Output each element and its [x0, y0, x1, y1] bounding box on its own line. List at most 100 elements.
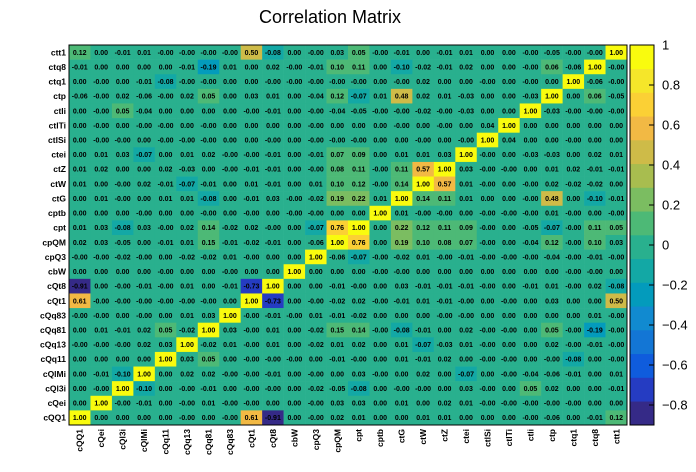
- heatmap-cell: [111, 308, 134, 323]
- heatmap-cell: [412, 366, 435, 382]
- cell-value-label: -0.00: [308, 415, 324, 422]
- heatmap-cell: [176, 118, 199, 133]
- heatmap-cell: [476, 366, 499, 382]
- cell-value-label: 0.10: [588, 240, 602, 247]
- heatmap-cell: [455, 74, 478, 90]
- cell-value-label: 0.00: [180, 211, 194, 218]
- heatmap-cell: [111, 395, 134, 411]
- cell-value-label: 0.00: [73, 357, 87, 364]
- heatmap-cell: [412, 308, 435, 323]
- cell-value-label: 0.00: [588, 386, 602, 393]
- heatmap-cell: [133, 322, 156, 338]
- cell-value-label: 0.03: [116, 152, 130, 159]
- heatmap-cell: [605, 59, 628, 75]
- x-tick-label: cQl3i: [118, 429, 128, 450]
- heatmap-cell: [69, 366, 91, 382]
- cell-value-label: 0.00: [159, 415, 173, 422]
- cell-value-label: -0.00: [158, 50, 174, 57]
- cell-value-label: 0.02: [438, 401, 452, 408]
- cell-value-label: 0.22: [352, 196, 366, 203]
- cell-value-label: -0.00: [501, 401, 517, 408]
- cell-value-label: 0.00: [159, 108, 173, 115]
- heatmap-cell: [240, 351, 263, 367]
- heatmap-cell: [262, 278, 284, 294]
- cell-value-label: 0.00: [94, 415, 108, 422]
- cell-value-label: 0.00: [245, 79, 259, 86]
- heatmap-cell: [519, 147, 542, 163]
- heatmap-cell: [348, 118, 370, 133]
- cell-value-label: 0.00: [502, 240, 516, 247]
- heatmap-cell: [69, 118, 91, 133]
- colorbar-segment: [630, 211, 654, 236]
- x-tick-label: cQei: [96, 429, 106, 447]
- heatmap-cell: [562, 132, 585, 148]
- cell-value-label: 0.00: [438, 269, 452, 276]
- cell-value-label: 0.61: [73, 298, 87, 305]
- cell-value-label: -0.01: [265, 167, 281, 174]
- cell-value-label: 0.00: [223, 211, 237, 218]
- cell-value-label: -0.19: [587, 328, 603, 335]
- cell-value-label: 0.00: [137, 196, 151, 203]
- heatmap-cell: [476, 322, 499, 338]
- heatmap-cell: [69, 147, 91, 163]
- cell-value-label: -0.00: [544, 357, 560, 364]
- cell-value-label: 0.09: [459, 225, 473, 232]
- heatmap-cell: [348, 103, 370, 119]
- heatmap-cell: [584, 410, 606, 426]
- cell-value-label: 0.00: [137, 357, 151, 364]
- cell-value-label: -0.00: [243, 386, 259, 393]
- cell-value-label: -0.01: [201, 386, 217, 393]
- cell-value-label: 0.00: [373, 240, 387, 247]
- heatmap-cell: [584, 381, 606, 397]
- heatmap-cell: [219, 249, 241, 265]
- cell-value-label: 1.00: [395, 196, 409, 203]
- cell-value-label: -0.00: [394, 123, 410, 130]
- cell-value-label: 0.00: [73, 371, 87, 378]
- heatmap-cell: [541, 395, 563, 411]
- cell-value-label: 0.05: [524, 386, 538, 393]
- heatmap-cell: [562, 205, 585, 221]
- cell-value-label: 0.00: [459, 415, 473, 422]
- heatmap-cell: [433, 176, 456, 192]
- cell-value-label: -0.08: [115, 225, 131, 232]
- heatmap-cell: [240, 264, 263, 280]
- cell-value-label: 0.14: [202, 225, 216, 232]
- cell-value-label: -0.00: [522, 50, 538, 57]
- heatmap-cell: [519, 103, 542, 119]
- cell-value-label: 1.00: [459, 152, 473, 159]
- heatmap-cell: [197, 118, 220, 133]
- colorbar-segment: [630, 163, 654, 188]
- cell-value-label: -0.00: [565, 401, 581, 408]
- heatmap-cell: [133, 132, 156, 148]
- cell-value-label: 1.00: [116, 386, 130, 393]
- cell-value-label: -0.00: [480, 328, 496, 335]
- cell-value-label: 0.00: [502, 152, 516, 159]
- cell-value-label: 0.00: [373, 342, 387, 349]
- heatmap-cell: [90, 176, 113, 192]
- heatmap-cell: [476, 395, 499, 411]
- heatmap-cell: [584, 235, 606, 250]
- heatmap-cell: [305, 278, 327, 294]
- cell-value-label: -0.00: [243, 254, 259, 261]
- cell-value-label: 0.10: [416, 240, 430, 247]
- x-axis-tick-labels: cQQ1 cQei cQl3i cQlMi cQq11 cQq13 cQq81 cQq83 cQ…: [75, 428, 622, 455]
- heatmap-cell: [369, 191, 392, 207]
- cell-value-label: 0.03: [202, 313, 216, 320]
- cell-value-label: 0.48: [395, 94, 409, 101]
- heatmap-cell: [605, 351, 628, 367]
- cell-value-label: -0.00: [415, 211, 431, 218]
- heatmap-cell: [219, 176, 241, 192]
- cell-value-label: 0.09: [352, 152, 366, 159]
- heatmap-cell: [498, 103, 520, 119]
- heatmap-cell: [240, 293, 263, 309]
- x-tick-label: cQq11: [161, 429, 171, 455]
- heatmap-cell: [133, 410, 156, 426]
- cell-value-label: 0.00: [373, 64, 387, 71]
- cell-value-label: 0.12: [545, 240, 559, 247]
- heatmap-cell: [605, 132, 628, 148]
- heatmap-cell: [111, 337, 134, 353]
- cell-value-label: 0.00: [73, 401, 87, 408]
- heatmap-cell: [605, 249, 628, 265]
- heatmap-cell: [390, 118, 413, 133]
- cell-value-label: -0.00: [179, 79, 195, 86]
